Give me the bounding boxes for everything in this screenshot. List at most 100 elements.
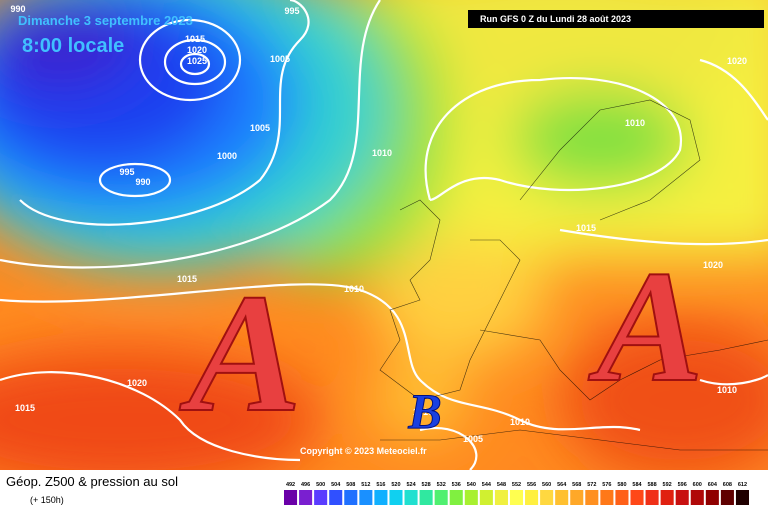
footer-title: Géop. Z500 & pression au sol — [6, 474, 178, 489]
copyright: Copyright © 2023 Meteociel.fr — [300, 446, 427, 456]
isobar-label: 1010 — [344, 284, 364, 294]
isobar-label: 1015 — [576, 223, 596, 233]
scale-label: 512 — [361, 482, 370, 488]
isobars — [0, 0, 768, 470]
isobar-label: 990 — [135, 177, 150, 187]
isobar-label: 1010 — [413, 407, 433, 417]
scale-swatch — [525, 490, 539, 505]
forecast-time: 8:00 locale — [22, 35, 124, 57]
scale-label: 504 — [331, 482, 341, 488]
scale-label: 600 — [693, 482, 702, 488]
scale-label: 560 — [542, 482, 551, 488]
high-pressure: A — [588, 237, 704, 415]
scale-swatch — [585, 490, 599, 505]
isobar-label: 1000 — [217, 151, 237, 161]
scale-label: 608 — [723, 482, 732, 488]
scale-label: 592 — [663, 482, 672, 488]
scale-swatch — [464, 490, 478, 505]
low-pressure: B — [407, 383, 441, 439]
scale-label: 564 — [557, 482, 567, 488]
isobar-label: 1015 — [177, 274, 197, 284]
scale-swatch — [540, 490, 554, 505]
scale-swatch — [434, 490, 448, 505]
coastlines — [379, 99, 768, 451]
isobar-label: 1015 — [15, 403, 35, 413]
isobar-label: 1010 — [372, 148, 392, 158]
scale-swatch — [479, 490, 493, 505]
scale-label: 496 — [301, 482, 310, 488]
scale-label: 588 — [647, 482, 656, 488]
scale-swatch — [660, 490, 674, 505]
scale-label: 528 — [422, 482, 431, 488]
scale-label: 576 — [602, 482, 611, 488]
isobar-label: 1020 — [187, 45, 207, 55]
run-box — [468, 10, 764, 28]
scale-label: 508 — [346, 482, 355, 488]
scale-label: 568 — [572, 482, 581, 488]
scale-swatch — [404, 490, 418, 505]
isobar-label: 1020 — [727, 56, 747, 66]
scale-label: 596 — [678, 482, 687, 488]
isobar-label: 1020 — [703, 260, 723, 270]
scale-label: 540 — [467, 482, 476, 488]
scale-swatch — [705, 490, 719, 505]
scale-label: 580 — [617, 482, 626, 488]
scale-swatch — [314, 490, 328, 505]
scale-label: 516 — [376, 482, 385, 488]
scale-swatch — [690, 490, 704, 505]
high-pressure: A — [179, 259, 301, 447]
scale-swatch — [359, 490, 373, 505]
scale-swatch — [630, 490, 644, 505]
scale-label: 548 — [497, 482, 506, 488]
scale-swatch — [509, 490, 524, 505]
scale-label: 544 — [482, 482, 492, 488]
forecast-date: Dimanche 3 septembre 2023 — [18, 13, 193, 28]
scale-label: 492 — [286, 482, 295, 488]
scale-swatch — [735, 490, 749, 505]
color-scale: 492 496 500 504 508 512 516 520 524 528 532 536 540 5… — [284, 482, 749, 505]
isobar-label: 1005 — [463, 434, 483, 444]
scale-label: 524 — [406, 482, 416, 488]
scale-label: 572 — [587, 482, 596, 488]
isobar-label: 990 — [10, 4, 25, 14]
isobar-label: 1010 — [625, 118, 645, 128]
scale-label: 612 — [738, 482, 747, 488]
isobar-label: 1005 — [270, 54, 290, 64]
scale-swatch — [555, 490, 569, 505]
isobar-label: 995 — [284, 6, 299, 16]
scale-swatch — [615, 490, 629, 505]
scale-swatch — [299, 490, 313, 505]
scale-swatch — [374, 490, 388, 505]
scale-swatch — [570, 490, 584, 505]
scale-swatch — [284, 490, 298, 505]
scale-swatch — [675, 490, 689, 505]
isobar-label: 1010 — [510, 417, 530, 427]
scale-swatch — [600, 490, 614, 505]
scale-label: 536 — [452, 482, 461, 488]
scale-swatch — [449, 490, 463, 505]
run-info: Run GFS 0 Z du Lundi 28 août 2023 — [480, 14, 631, 24]
scale-label: 500 — [316, 482, 325, 488]
scale-swatch — [419, 490, 433, 505]
scale-swatch — [720, 490, 734, 505]
isobar-label: 1025 — [187, 56, 207, 66]
isobar-label: 995 — [119, 167, 134, 177]
isobar-label: 1010 — [717, 385, 737, 395]
isobar-label: 1005 — [250, 123, 270, 133]
scale-label: 552 — [512, 482, 521, 488]
footer-lead: (+ 150h) — [30, 495, 64, 505]
field — [0, 0, 768, 470]
scale-label: 556 — [527, 482, 536, 488]
scale-swatch — [344, 490, 358, 505]
scale-label: 604 — [708, 482, 718, 488]
scale-label: 584 — [632, 482, 642, 488]
scale-swatch — [645, 490, 659, 505]
scale-label: 520 — [391, 482, 400, 488]
scale-label: 532 — [437, 482, 446, 488]
isobar-label: 1020 — [127, 378, 147, 388]
scale-swatch — [389, 490, 403, 505]
isobar-label: 1015 — [185, 34, 205, 44]
scale-swatch — [494, 490, 508, 505]
scale-swatch — [329, 490, 343, 505]
